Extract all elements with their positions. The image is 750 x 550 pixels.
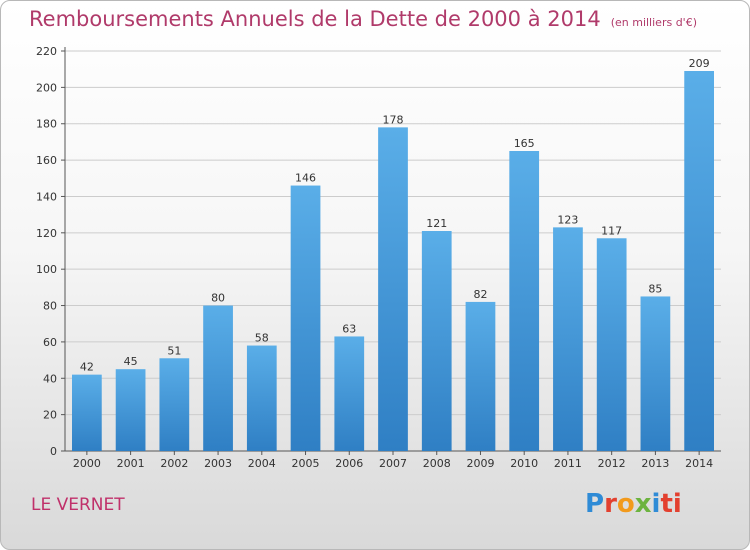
data-label: 146	[295, 172, 316, 185]
city-name: LE VERNET	[31, 495, 125, 515]
y-tick-label: 220	[36, 45, 57, 58]
y-tick-label: 40	[43, 372, 57, 385]
x-tick-label: 2006	[335, 457, 363, 470]
x-tick-label: 2001	[117, 457, 145, 470]
logo-letter-3: o	[616, 489, 635, 519]
data-label: 165	[514, 137, 535, 150]
data-label: 63	[342, 322, 356, 335]
bar	[421, 231, 452, 451]
x-tick-label: 2009	[466, 457, 494, 470]
x-tick-label: 2003	[204, 457, 232, 470]
bar	[71, 374, 102, 451]
data-label: 117	[601, 224, 622, 237]
logo-letter-4: x	[634, 489, 652, 519]
bar-chart: 0 20 40 60 80 100 120 140 160 180 200 220 2000 2001 20…	[36, 45, 721, 470]
x-tick-label: 2005	[292, 457, 320, 470]
y-tick-label: 200	[36, 81, 57, 94]
y-tick-label: 140	[36, 190, 57, 203]
y-tick-label: 60	[43, 336, 57, 349]
x-tick-label: 2004	[248, 457, 276, 470]
bar	[246, 345, 277, 451]
x-tick-label: 2008	[423, 457, 451, 470]
x-tick-label: 2012	[598, 457, 626, 470]
data-label: 123	[557, 213, 578, 226]
bar	[596, 238, 627, 451]
chart-title-text: Remboursements Annuels de la Dette de 20…	[29, 7, 601, 31]
chart-title: Remboursements Annuels de la Dette de 20…	[29, 7, 697, 31]
data-label: 51	[167, 344, 181, 357]
bar	[509, 151, 540, 451]
logo-letter-2: r	[604, 489, 617, 519]
y-tick-label: 160	[36, 154, 57, 167]
data-labels: 42 45 51 80 58 146 63 178 121 82 165 123 117 85 209	[80, 57, 710, 374]
data-label: 178	[383, 113, 404, 126]
data-label: 45	[124, 355, 138, 368]
bar	[334, 336, 365, 451]
y-tick-label: 100	[36, 263, 57, 276]
data-label: 121	[426, 217, 447, 230]
logo-letter-1: P	[585, 489, 605, 519]
bar	[553, 227, 583, 451]
axes: 0 20 40 60 80 100 120 140 160 180 200 220 2000 2001 20…	[36, 45, 721, 470]
chart-subtitle: (en milliers d'€)	[610, 16, 697, 29]
logo-letter-5: i	[651, 489, 661, 519]
x-tick-label: 2002	[160, 457, 188, 470]
x-tick-label: 2007	[379, 457, 407, 470]
bars	[71, 71, 715, 451]
x-tick-label: 2000	[73, 457, 101, 470]
y-tick-label: 20	[43, 409, 57, 422]
bar	[159, 358, 190, 451]
bar	[684, 71, 715, 451]
bar	[465, 301, 496, 451]
bar	[115, 369, 146, 451]
logo-letter-6: ti	[660, 489, 682, 519]
data-label: 58	[255, 332, 269, 345]
y-tick-label: 0	[50, 445, 57, 458]
bar	[378, 127, 408, 451]
data-label: 85	[648, 282, 662, 295]
x-tick-label: 2011	[554, 457, 582, 470]
bar	[640, 296, 671, 451]
proxiti-logo[interactable]: Proxiti	[585, 489, 682, 519]
data-label: 82	[473, 288, 487, 301]
y-tick-label: 120	[36, 227, 57, 240]
x-tick-label: 2014	[685, 457, 713, 470]
bar	[290, 185, 321, 451]
bar	[203, 305, 233, 451]
data-label: 209	[689, 57, 710, 70]
y-tick-label: 80	[43, 300, 57, 313]
y-tick-label: 180	[36, 118, 57, 131]
x-tick-label: 2013	[641, 457, 669, 470]
x-tick-label: 2010	[510, 457, 538, 470]
data-label: 80	[211, 292, 225, 305]
data-label: 42	[80, 361, 94, 374]
